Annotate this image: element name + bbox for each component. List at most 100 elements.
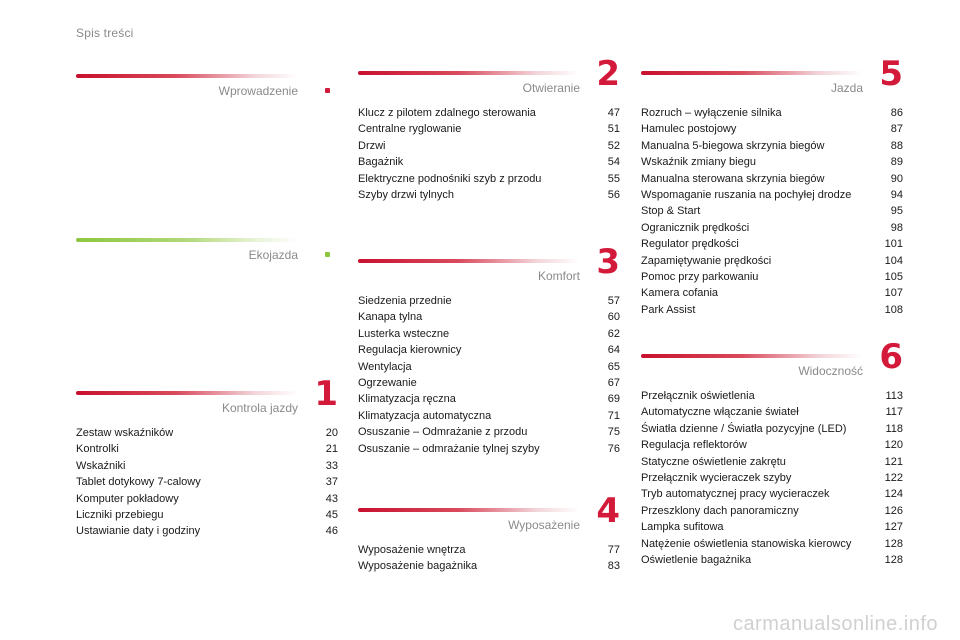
- toc-entry[interactable]: Natężenie oświetlenia stanowiska kierowc…: [641, 538, 903, 551]
- toc-entry-page: 127: [884, 521, 903, 534]
- toc-entry-label: Wskaźnik zmiany biegu: [641, 156, 756, 169]
- toc-entry[interactable]: Ogranicznik prędkości 98: [641, 222, 903, 235]
- toc-entry[interactable]: Lampka sufitowa 127: [641, 521, 903, 534]
- toc-entry-label: Szyby drzwi tylnych: [358, 188, 454, 201]
- section-wyposazenie: Wyposażenie 4 Wyposażenie wnętrza 77 Wypos…: [358, 494, 620, 577]
- section-marker-icon: [325, 88, 330, 93]
- toc-entry[interactable]: Siedzenia przednie 57: [358, 295, 620, 308]
- toc-list: Wyposażenie wnętrza 77 Wyposażenie bagażni…: [358, 544, 620, 573]
- toc-entry-page: 60: [607, 311, 620, 324]
- section-otwieranie: Otwieranie 2 Klucz z pilotem zdalnego st…: [358, 57, 620, 205]
- toc-entry-label: Hamulec postojowy: [641, 123, 737, 136]
- toc-entry[interactable]: Osuszanie – odmrażanie tylnej szyby 76: [358, 443, 620, 456]
- toc-entry[interactable]: Kontrolki 21: [76, 443, 338, 456]
- toc-entry[interactable]: Rozruch – wyłączenie silnika 86: [641, 107, 903, 120]
- section-title: Wprowadzenie: [218, 84, 298, 98]
- section-divider: [641, 71, 863, 75]
- toc-entry-label: Przeszklony dach panoramiczny: [641, 504, 799, 517]
- toc-entry[interactable]: Kamera cofania 107: [641, 287, 903, 300]
- toc-entry[interactable]: Drzwi 52: [358, 140, 620, 153]
- section-divider: [358, 259, 580, 263]
- toc-entry-page: 56: [607, 188, 620, 201]
- toc-entry-label: Tryb automatycznej pracy wycieraczek: [641, 488, 830, 501]
- toc-entry[interactable]: Liczniki przebiegu 45: [76, 509, 338, 522]
- toc-entry[interactable]: Regulacja kierownicy 64: [358, 344, 620, 357]
- toc-entry[interactable]: Światła dzienne / Światła pozycyjne (LED…: [641, 423, 903, 436]
- toc-entry[interactable]: Ogrzewanie 67: [358, 377, 620, 390]
- toc-entry[interactable]: Oświetlenie bagażnika 128: [641, 554, 903, 567]
- toc-entry[interactable]: Zapamiętywanie prędkości 104: [641, 255, 903, 268]
- toc-entry-label: Ogranicznik prędkości: [641, 221, 750, 234]
- toc-entry-page: 90: [890, 172, 903, 185]
- toc-entry[interactable]: Ustawianie daty i godziny 46: [76, 525, 338, 538]
- section-komfort: Komfort 3 Siedzenia przednie 57 Kanapa tyl…: [358, 245, 620, 459]
- toc-entry[interactable]: Wyposażenie wnętrza 77: [358, 544, 620, 557]
- toc-entry[interactable]: Wentylacja 65: [358, 361, 620, 374]
- toc-entry-label: Oświetlenie bagażnika: [641, 553, 752, 566]
- toc-list: Siedzenia przednie 57 Kanapa tylna 60 Luster…: [358, 295, 620, 456]
- toc-entry[interactable]: Statyczne oświetlenie zakrętu 121: [641, 456, 903, 469]
- toc-entry-label: Wskaźniki: [76, 459, 126, 472]
- toc-entry[interactable]: Bagażnik 54: [358, 156, 620, 169]
- toc-entry[interactable]: Park Assist 108: [641, 304, 903, 317]
- watermark: carmanualsonline.info: [732, 613, 938, 635]
- toc-entry-page: 20: [325, 427, 338, 439]
- toc-entry-page: 55: [607, 172, 620, 185]
- toc-entry-label: Automatyczne włączanie świateł: [641, 406, 799, 419]
- toc-entry[interactable]: Wspomaganie ruszania na pochyłej drodze 9…: [641, 189, 903, 202]
- section-title: Kontrola jazdy: [221, 401, 298, 415]
- toc-entry[interactable]: Szyby drzwi tylnych 56: [358, 189, 620, 202]
- toc-entry-page: 71: [607, 409, 620, 422]
- toc-entry[interactable]: Lusterka wsteczne 62: [358, 328, 620, 341]
- toc-entry[interactable]: Pomoc przy parkowaniu 105: [641, 271, 903, 284]
- section-divider: [76, 74, 298, 78]
- toc-entry-page: 21: [325, 443, 338, 456]
- toc-entry-page: 95: [890, 205, 903, 218]
- toc-entry[interactable]: Elektryczne podnośniki szyb z przodu 55: [358, 173, 620, 186]
- toc-entry-page: 65: [607, 360, 620, 373]
- toc-entry-page: 113: [885, 390, 903, 402]
- toc-entry-page: 77: [607, 544, 620, 556]
- toc-entry-label: Przełącznik wycieraczek szyby: [641, 471, 792, 484]
- toc-entry-label: Lusterka wsteczne: [358, 327, 450, 340]
- toc-entry-label: Ustawianie daty i godziny: [76, 525, 201, 538]
- toc-entry-page: 89: [890, 156, 903, 169]
- toc-entry[interactable]: Zestaw wskaźników 20: [76, 427, 338, 440]
- toc-entry[interactable]: Automatyczne włączanie świateł 117: [641, 406, 903, 419]
- toc-entry[interactable]: Wyposażenie bagażnika 83: [358, 560, 620, 573]
- toc-entry[interactable]: Komputer pokładowy 43: [76, 493, 338, 506]
- toc-entry-page: 105: [884, 270, 903, 283]
- toc-entry-label: Wspomaganie ruszania na pochyłej drodze: [641, 188, 852, 201]
- toc-entry-label: Drzwi: [358, 139, 386, 152]
- toc-entry[interactable]: Przełącznik wycieraczek szyby 122: [641, 472, 903, 485]
- toc-entry[interactable]: Manualna sterowana skrzynia biegów 90: [641, 173, 903, 186]
- toc-entry[interactable]: Stop & Start 95: [641, 205, 903, 218]
- section-jazda: Jazda 5 Rozruch – wyłączenie silnika 86 Ha…: [641, 57, 903, 320]
- toc-entry[interactable]: Regulator prędkości 101: [641, 238, 903, 251]
- toc-entry-label: Liczniki przebiegu: [76, 508, 164, 521]
- toc-entry[interactable]: Centralne ryglowanie 51: [358, 123, 620, 136]
- toc-entry[interactable]: Klucz z pilotem zdalnego sterowania 47: [358, 107, 620, 120]
- toc-entry[interactable]: Kanapa tylna 60: [358, 311, 620, 324]
- section-title: Otwieranie: [522, 81, 580, 95]
- toc-list: Klucz z pilotem zdalnego sterowania 47 Cen…: [358, 107, 620, 202]
- toc-entry[interactable]: Manualna 5-biegowa skrzynia biegów 88: [641, 140, 903, 153]
- toc-entry[interactable]: Przeszklony dach panoramiczny 126: [641, 505, 903, 518]
- toc-entry[interactable]: Wskaźniki 33: [76, 460, 338, 473]
- toc-entry[interactable]: Osuszanie – Odmrażanie z przodu 75: [358, 426, 620, 439]
- toc-entry[interactable]: Wskaźnik zmiany biegu 89: [641, 156, 903, 169]
- toc-entry[interactable]: Hamulec postojowy 87: [641, 123, 903, 136]
- toc-entry[interactable]: Tryb automatycznej pracy wycieraczek 124: [641, 488, 903, 501]
- toc-entry[interactable]: Tablet dotykowy 7-calowy 37: [76, 476, 338, 489]
- toc-entry[interactable]: Klimatyzacja automatyczna 71: [358, 410, 620, 423]
- toc-entry-label: Stop & Start: [641, 205, 701, 218]
- toc-entry-label: Klucz z pilotem zdalnego sterowania: [358, 107, 536, 119]
- toc-entry-label: Zapamiętywanie prędkości: [641, 254, 772, 267]
- toc-entry[interactable]: Regulacja reflektorów 120: [641, 439, 903, 452]
- toc-entry[interactable]: Klimatyzacja ręczna 69: [358, 393, 620, 406]
- toc-list: Zestaw wskaźników 20 Kontrolki 21 Wskaźniki 3…: [76, 427, 338, 538]
- section-title: Wyposażenie: [508, 518, 580, 532]
- toc-entry-page: 128: [884, 553, 903, 566]
- toc-entry[interactable]: Przełącznik oświetlenia 113: [641, 390, 903, 403]
- toc-entry-label: Natężenie oświetlenia stanowiska kierowc…: [641, 537, 852, 550]
